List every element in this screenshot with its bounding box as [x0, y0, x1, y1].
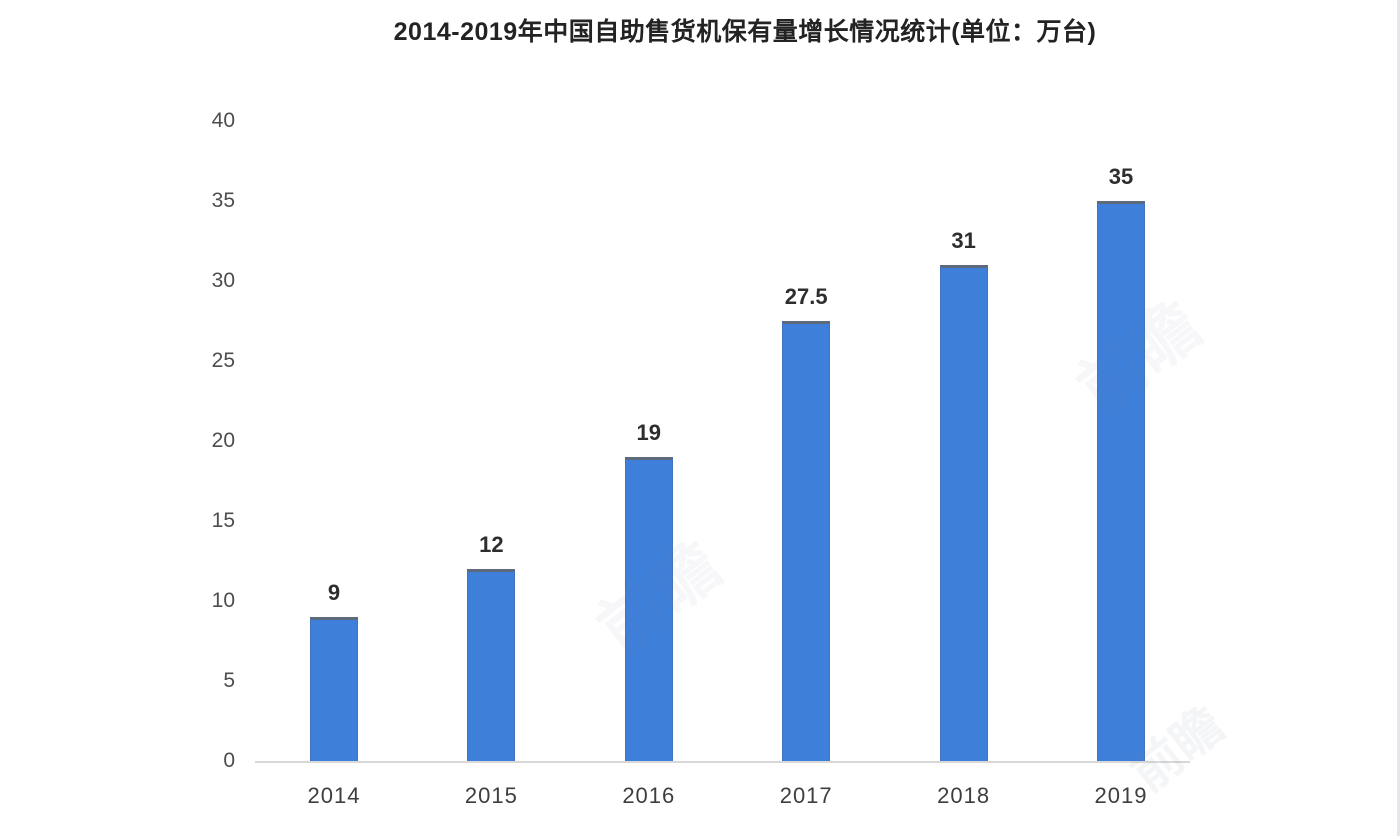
y-tick-label: 35 — [211, 189, 235, 212]
screen-edge-line — [1397, 0, 1400, 836]
y-tick-label: 25 — [211, 349, 235, 372]
x-tick-label: 2019 — [1094, 783, 1148, 808]
x-tick-label: 2015 — [464, 783, 518, 808]
bar-value-label: 19 — [636, 420, 662, 445]
x-tick-label: 2016 — [622, 783, 676, 808]
bar-2014 — [310, 617, 358, 761]
x-tick-label: 2017 — [779, 783, 833, 808]
x-tick-label: 2014 — [307, 783, 361, 808]
x-axis-line — [255, 761, 1190, 763]
x-tick-label: 2018 — [937, 783, 991, 808]
bar-value-label: 27.5 — [784, 284, 828, 309]
chart-title: 2014-2019年中国自助售货机保有量增长情况统计(单位：万台) — [393, 18, 1097, 46]
bar-value-label: 9 — [327, 580, 341, 605]
bar-value-label: 35 — [1108, 164, 1134, 189]
bar-2016 — [624, 457, 673, 761]
bar-value-label: 12 — [479, 532, 504, 557]
bar-value-label: 31 — [951, 228, 976, 253]
bar-2017 — [782, 321, 831, 761]
y-tick-label: 15 — [211, 509, 235, 532]
y-tick-label: 40 — [211, 109, 235, 132]
y-tick-label: 0 — [223, 749, 235, 772]
y-tick-label: 20 — [211, 429, 235, 452]
y-tick-label: 10 — [211, 589, 235, 612]
bar-2019 — [1097, 201, 1145, 761]
bar-2018 — [939, 265, 988, 761]
bar-2015 — [467, 569, 516, 761]
y-tick-label: 30 — [211, 269, 235, 292]
y-tick-label: 5 — [223, 669, 235, 692]
